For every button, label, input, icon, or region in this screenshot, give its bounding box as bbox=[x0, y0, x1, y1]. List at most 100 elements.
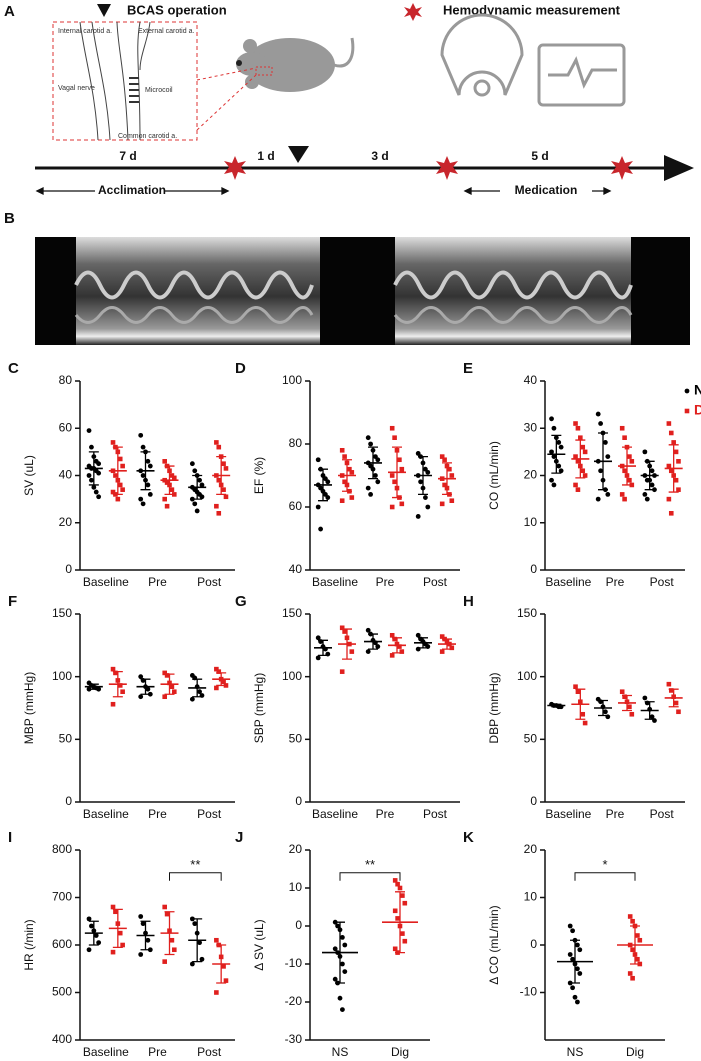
y-tick-label: 30 bbox=[524, 420, 538, 434]
data-point bbox=[649, 482, 655, 488]
data-point bbox=[573, 421, 578, 426]
data-point bbox=[216, 669, 222, 674]
data-point bbox=[622, 694, 627, 700]
data-point bbox=[582, 449, 588, 455]
x-tick-label: Baseline bbox=[545, 807, 591, 821]
duration-label: 1 d bbox=[257, 149, 274, 163]
data-point bbox=[397, 457, 402, 463]
phase-label: Medication bbox=[515, 183, 578, 197]
data-point bbox=[627, 971, 633, 976]
data-point bbox=[649, 468, 655, 474]
data-point bbox=[627, 704, 632, 710]
data-point bbox=[605, 492, 611, 497]
duration-label: 3 d bbox=[371, 149, 388, 163]
data-point bbox=[442, 457, 447, 463]
x-tick-label: Baseline bbox=[545, 575, 591, 589]
y-tick-label: 80 bbox=[289, 436, 303, 450]
error-bar bbox=[318, 639, 328, 657]
data-point bbox=[221, 964, 226, 969]
data-point bbox=[642, 449, 648, 455]
data-point bbox=[572, 994, 578, 1000]
data-point bbox=[666, 681, 672, 687]
data-point bbox=[627, 914, 633, 919]
y-axis-title: SBP (mmHg) bbox=[252, 673, 266, 743]
data-point bbox=[221, 461, 226, 466]
data-point bbox=[117, 482, 123, 488]
data-point bbox=[197, 689, 202, 695]
data-point bbox=[580, 711, 586, 717]
error-bar bbox=[622, 446, 632, 486]
data-point bbox=[138, 694, 144, 700]
x-tick-label: Dig bbox=[391, 1045, 409, 1059]
y-tick-label: 40 bbox=[289, 562, 303, 576]
data-point bbox=[629, 459, 635, 464]
data-point bbox=[162, 904, 167, 910]
data-point bbox=[162, 959, 167, 964]
significance-label: * bbox=[602, 857, 607, 872]
data-point bbox=[619, 425, 625, 431]
data-point bbox=[449, 473, 455, 478]
y-axis-title: HR (/min) bbox=[22, 919, 36, 970]
data-point bbox=[642, 695, 648, 701]
y-tick-label: 800 bbox=[52, 842, 72, 856]
hemodynamic-label: Hemodynamic measurement bbox=[443, 2, 621, 17]
data-point bbox=[649, 714, 655, 720]
data-point bbox=[400, 893, 405, 898]
data-point bbox=[162, 459, 167, 464]
error-bar bbox=[622, 694, 632, 712]
data-point bbox=[169, 684, 175, 689]
data-point bbox=[140, 444, 146, 450]
bcas-label: BCAS operation bbox=[127, 2, 227, 17]
y-tick-label: 40 bbox=[59, 468, 73, 482]
data-point bbox=[340, 1007, 345, 1012]
x-tick-label: Baseline bbox=[312, 575, 358, 589]
data-point bbox=[197, 940, 202, 946]
data-point bbox=[402, 938, 408, 944]
x-tick-label: Pre bbox=[148, 575, 167, 589]
data-point bbox=[214, 685, 219, 691]
data-point bbox=[169, 487, 175, 492]
y-tick-label: 150 bbox=[282, 606, 302, 620]
data-point bbox=[399, 466, 405, 472]
data-point bbox=[622, 435, 627, 440]
data-point bbox=[575, 966, 580, 972]
data-point bbox=[630, 975, 635, 981]
x-tick-label: Baseline bbox=[83, 807, 129, 821]
legend-marker bbox=[684, 408, 690, 414]
error-bar bbox=[192, 474, 203, 500]
y-tick-label: 20 bbox=[524, 468, 538, 482]
data-point bbox=[342, 969, 348, 974]
data-point bbox=[349, 470, 355, 475]
data-point bbox=[575, 942, 580, 948]
data-point bbox=[558, 468, 564, 474]
error-bar bbox=[442, 638, 452, 650]
y-tick-label: 100 bbox=[282, 669, 302, 683]
data-point bbox=[325, 479, 331, 485]
data-point bbox=[577, 971, 583, 976]
data-point bbox=[622, 496, 627, 502]
panel-label: G bbox=[235, 593, 247, 610]
data-point bbox=[595, 496, 601, 502]
x-tick-label: Pre bbox=[606, 807, 625, 821]
data-point bbox=[575, 689, 581, 695]
data-point bbox=[120, 689, 125, 695]
x-tick-label: Pre bbox=[148, 807, 167, 821]
data-point bbox=[347, 466, 352, 472]
data-point bbox=[138, 914, 144, 919]
y-tick-label: 20 bbox=[289, 842, 303, 856]
error-bar bbox=[192, 678, 203, 698]
data-point bbox=[598, 468, 603, 474]
y-tick-label: 40 bbox=[524, 373, 538, 387]
data-point bbox=[375, 644, 381, 649]
data-point bbox=[389, 473, 395, 478]
data-point bbox=[399, 649, 405, 654]
data-point bbox=[668, 511, 674, 516]
duration-label: 7 d bbox=[119, 149, 136, 163]
data-point bbox=[332, 976, 338, 982]
data-point bbox=[147, 463, 153, 469]
data-point bbox=[423, 495, 428, 500]
data-point bbox=[89, 444, 94, 450]
data-point bbox=[93, 489, 99, 495]
error-bar bbox=[140, 920, 151, 951]
data-point bbox=[673, 477, 679, 483]
